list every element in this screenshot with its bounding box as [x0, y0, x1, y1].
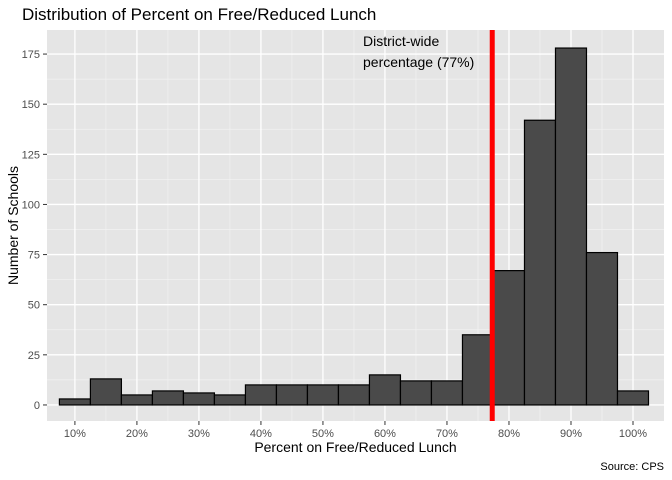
histogram-bars: [58, 47, 650, 406]
x-tick-label: 40%: [250, 428, 272, 440]
y-tick-label: 100: [22, 199, 40, 211]
histogram-bar: [182, 392, 216, 406]
histogram-bar: [151, 390, 185, 406]
y-axis-ticks: 0 25 50 75 100 125 150 175: [22, 49, 47, 412]
y-tick-label: 175: [22, 49, 40, 61]
histogram-bar: [492, 270, 526, 406]
histogram-bar: [523, 119, 557, 406]
histogram-bar: [306, 384, 340, 406]
x-axis-ticks: 10% 20% 30% 40% 50% 60% 70% 80% 90% 100%: [64, 421, 647, 440]
histogram-bar: [337, 384, 371, 406]
x-tick-label: 20%: [126, 428, 148, 440]
district-average-label-line2: percentage (77%): [363, 54, 474, 70]
y-tick-label: 25: [28, 350, 40, 362]
y-tick-label: 0: [34, 400, 40, 412]
x-tick-label: 100%: [619, 428, 647, 440]
x-tick-label: 10%: [64, 428, 86, 440]
x-tick-label: 50%: [312, 428, 334, 440]
histogram-bar: [430, 380, 464, 406]
histogram-bar: [461, 334, 495, 406]
chart-caption: Source: CPS: [600, 461, 664, 473]
y-tick-label: 50: [28, 300, 40, 312]
histogram-bar: [616, 390, 650, 406]
histogram-bar: [554, 47, 588, 406]
y-axis-title: Number of Schools: [5, 166, 21, 285]
histogram-bar: [213, 394, 247, 406]
y-tick-label: 125: [22, 149, 40, 161]
x-tick-label: 30%: [188, 428, 210, 440]
y-tick-label: 75: [28, 250, 40, 262]
chart-title: Distribution of Percent on Free/Reduced …: [22, 5, 376, 24]
histogram-bar: [399, 380, 433, 406]
y-tick-label: 150: [22, 99, 40, 111]
histogram-bar: [585, 251, 619, 406]
histogram-bar: [244, 384, 278, 406]
histogram-bar: [120, 394, 154, 406]
histogram-bar: [58, 398, 92, 406]
x-tick-label: 70%: [436, 428, 458, 440]
x-tick-label: 90%: [560, 428, 582, 440]
x-tick-label: 80%: [498, 428, 520, 440]
histogram-bar: [89, 378, 123, 406]
histogram-bar: [275, 384, 309, 406]
x-tick-label: 60%: [374, 428, 396, 440]
district-average-label-line1: District-wide: [363, 33, 439, 49]
x-axis-title: Percent on Free/Reduced Lunch: [254, 439, 456, 455]
histogram-bar: [368, 374, 402, 406]
